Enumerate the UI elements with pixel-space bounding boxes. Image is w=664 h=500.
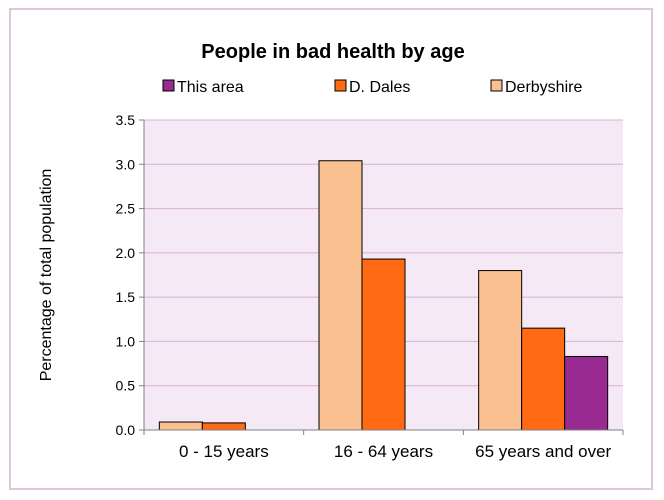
bar-this-area-65-years-and-over	[564, 355, 609, 431]
y-tick-label: 1.5	[116, 289, 136, 305]
x-axis-labels: 0 - 15 years 16 - 64 years 65 years and ov…	[179, 442, 612, 461]
x-category-label: 16 - 64 years	[334, 442, 433, 461]
bar-d-dales-65-years-and-over	[521, 327, 566, 431]
x-category-label: 65 years and over	[475, 442, 611, 461]
bar-d-dales-16-64-years	[361, 258, 406, 431]
y-tick-label: 1.0	[116, 333, 136, 349]
y-tick-label: 0.5	[116, 378, 136, 394]
legend-label-derbyshire: Derbyshire	[505, 79, 582, 96]
y-tick-label: 2.0	[116, 245, 136, 261]
legend-label-d-dales: D. Dales	[349, 79, 410, 96]
legend-swatch-d-dales	[334, 79, 347, 92]
y-axis-label: Percentage of total population	[38, 169, 55, 382]
bar-derbyshire-16-64-years	[318, 160, 363, 431]
axes	[139, 119, 624, 435]
legend-label-this-area: This area	[177, 79, 244, 96]
legend-swatch-this-area	[162, 79, 175, 92]
y-tick-label: 3.0	[116, 156, 136, 172]
bar-d-dales-0-15-years	[201, 422, 246, 431]
y-tick-label: 3.5	[116, 112, 136, 128]
chart-frame: People in bad health by age This area D. …	[9, 8, 653, 490]
legend-swatch-derbyshire	[490, 79, 503, 92]
bars	[158, 160, 609, 431]
y-tick-label: 2.5	[116, 201, 136, 217]
bar-derbyshire-0-15-years	[158, 421, 203, 431]
legend: This area D. Dales Derbyshire	[162, 79, 582, 96]
x-category-label: 0 - 15 years	[179, 442, 269, 461]
bar-chart: People in bad health by age This area D. …	[38, 41, 624, 461]
bar-derbyshire-65-years-and-over	[478, 270, 523, 431]
chart-title: People in bad health by age	[201, 41, 464, 63]
y-tick-label: 0.0	[116, 422, 136, 438]
y-axis-ticks: 0.0 0.5 1.0 1.5 2.0 2.5 3.0 3.5	[116, 112, 136, 438]
